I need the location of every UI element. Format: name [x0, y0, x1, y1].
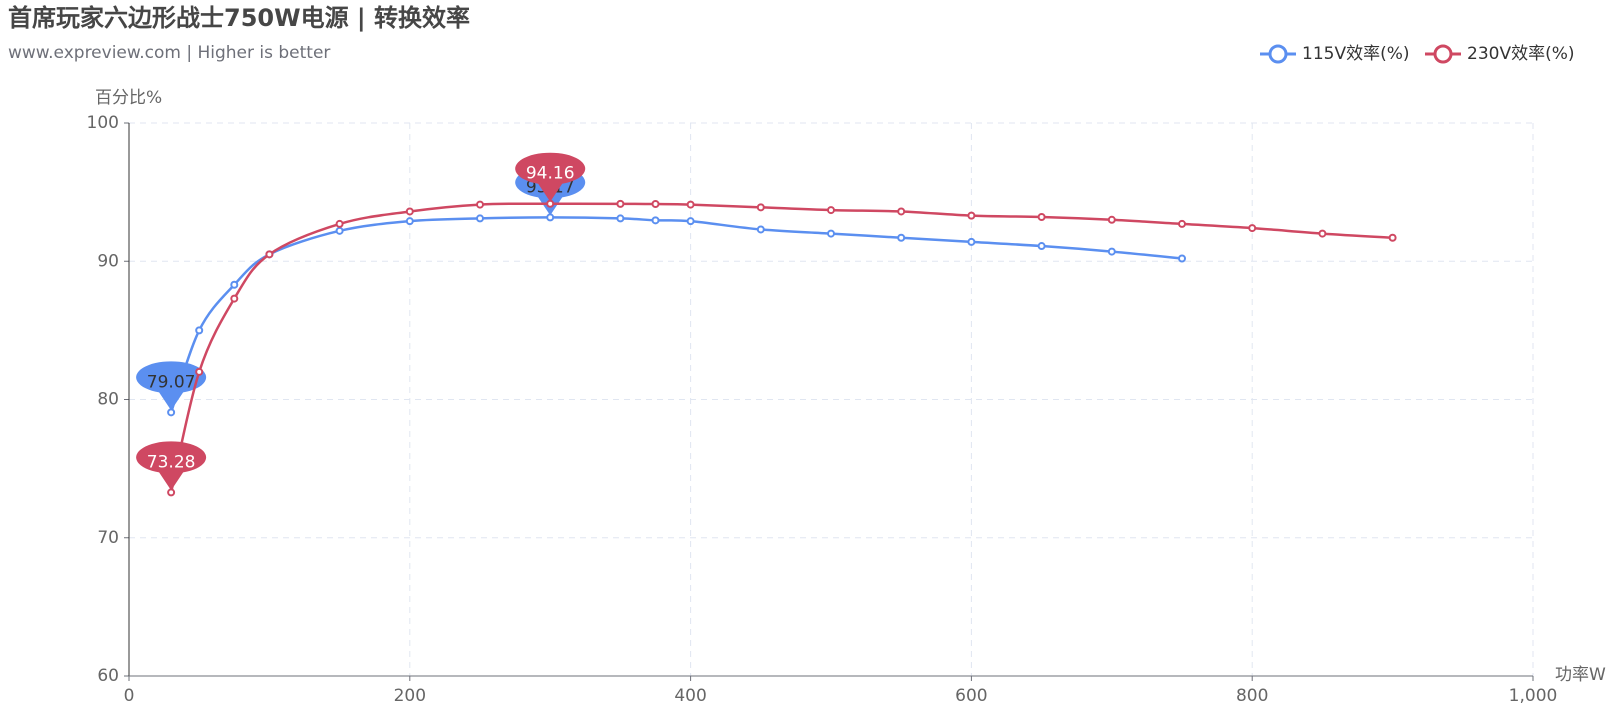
- point: [195, 367, 204, 376]
- y-tick-label: 60: [97, 666, 119, 686]
- point: [897, 207, 906, 216]
- point: [1388, 233, 1397, 242]
- point: [405, 217, 414, 226]
- point: [335, 219, 344, 228]
- point: [967, 211, 976, 220]
- mark-pin: [136, 441, 207, 491]
- point: [405, 207, 414, 216]
- chart-title: 首席玩家六边形战士750W电源 | 转换效率: [8, 4, 470, 32]
- x-tick-label: 200: [394, 686, 426, 706]
- series-line: [169, 216, 1183, 413]
- point: [686, 217, 695, 226]
- point: [230, 280, 239, 289]
- legend-label: 230V效率(%): [1467, 44, 1575, 64]
- point: [476, 214, 484, 223]
- y-axis-label: 百分比%: [95, 88, 162, 108]
- legend-marker: [1268, 44, 1288, 64]
- point: [616, 214, 625, 223]
- mark-pin-label: 73.28: [147, 452, 196, 472]
- point: [651, 216, 660, 225]
- point: [756, 203, 765, 212]
- point: [827, 206, 835, 215]
- x-tick-label: 0: [124, 686, 135, 706]
- y-tick-label: 80: [97, 390, 119, 410]
- point: [1178, 254, 1186, 263]
- y-tick-label: 100: [87, 113, 119, 133]
- point: [686, 200, 695, 209]
- x-tick-label: 800: [1236, 686, 1268, 706]
- point: [967, 237, 976, 246]
- point: [230, 294, 239, 303]
- mark-pin-label: 79.07: [147, 372, 196, 392]
- point: [1248, 224, 1257, 233]
- mark-pin-label: 94.16: [526, 164, 575, 184]
- point: [195, 326, 204, 335]
- point: [265, 250, 274, 259]
- point: [1178, 219, 1186, 228]
- point: [756, 225, 765, 234]
- x-tick-label: 1,000: [1509, 686, 1558, 706]
- x-tick-label: 400: [674, 686, 706, 706]
- legend-label: 115V效率(%): [1302, 44, 1410, 64]
- legend-marker: [1433, 44, 1453, 64]
- point: [476, 200, 484, 209]
- point: [897, 233, 906, 242]
- mark-pin: [515, 152, 586, 202]
- mark-pin: [136, 361, 207, 411]
- point: [1107, 215, 1116, 224]
- x-axis-label: 功率W: [1555, 665, 1606, 685]
- series-line: [169, 202, 1393, 493]
- point: [335, 226, 344, 235]
- y-tick-label: 90: [97, 251, 119, 271]
- point: [1037, 242, 1046, 251]
- point: [616, 199, 625, 208]
- point: [827, 229, 835, 238]
- point: [1037, 213, 1046, 222]
- y-tick-label: 70: [97, 528, 119, 548]
- point: [1318, 229, 1327, 238]
- point: [651, 200, 660, 209]
- point: [1107, 247, 1116, 256]
- chart-subtitle: www.expreview.com | Higher is better: [8, 43, 330, 63]
- x-tick-label: 600: [955, 686, 987, 706]
